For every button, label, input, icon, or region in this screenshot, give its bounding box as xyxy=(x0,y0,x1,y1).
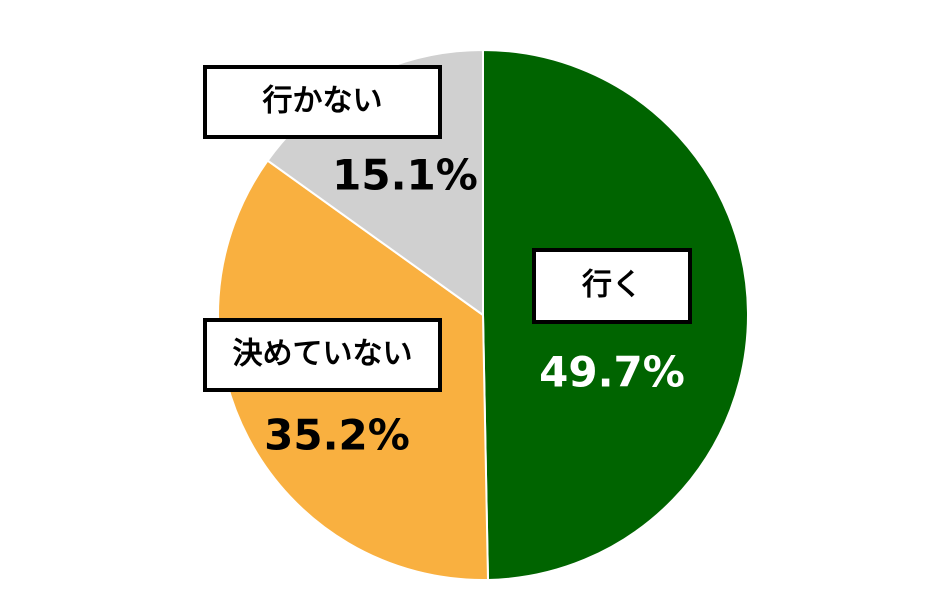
label-box xyxy=(203,318,442,392)
value-label: 15.1% xyxy=(332,151,478,200)
value-label: 35.2% xyxy=(264,411,410,460)
label-box xyxy=(532,248,692,324)
category-label: 行く xyxy=(581,268,642,303)
label-box xyxy=(203,65,442,139)
category-label: 決めていない xyxy=(233,337,413,372)
value-label: 49.7% xyxy=(539,348,685,397)
category-label: 行かない xyxy=(262,84,383,119)
